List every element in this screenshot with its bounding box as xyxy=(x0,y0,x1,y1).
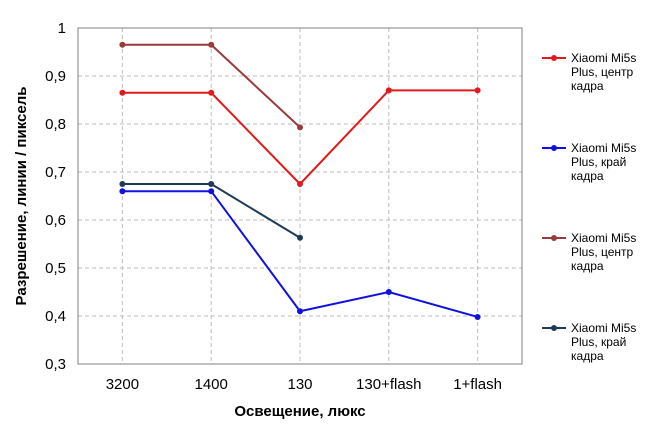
data-point xyxy=(474,313,481,320)
data-point xyxy=(208,89,215,96)
legend-marker xyxy=(551,55,557,61)
y-tick-label: 0,3 xyxy=(45,356,66,373)
data-point xyxy=(297,181,303,187)
data-point xyxy=(297,124,303,131)
y-tick-label: 0,9 xyxy=(45,68,66,85)
legend-label: кадра xyxy=(571,259,604,273)
series-2 xyxy=(119,188,481,320)
legend-label: Plus, край xyxy=(571,335,626,349)
y-axis-title: Разрешение, линии / пиксель xyxy=(13,87,30,306)
data-point xyxy=(297,234,303,241)
data-point xyxy=(385,87,392,94)
legend-label: Plus, центр xyxy=(571,245,634,259)
x-tick-label: 130 xyxy=(287,376,312,393)
plot-area xyxy=(77,27,523,365)
data-point xyxy=(208,188,215,195)
legend-label: Plus, край xyxy=(571,155,626,169)
y-tick-label: 0,7 xyxy=(45,164,66,181)
legend-label: Xiaomi Mi5s xyxy=(571,231,636,245)
legend-marker xyxy=(551,235,557,241)
y-tick-label: 1 xyxy=(58,20,66,37)
series-group xyxy=(119,41,481,320)
y-tick-label: 0,8 xyxy=(45,116,66,133)
y-axis-ticks: 0,3 0,4 0,5 0,6 0,7 0,8 0,9 1 xyxy=(45,20,66,373)
data-point xyxy=(119,89,126,96)
legend-label: кадра xyxy=(571,349,604,363)
legend-label: Xiaomi Mi5s xyxy=(571,51,636,65)
data-point xyxy=(119,188,126,195)
data-point xyxy=(474,87,481,94)
data-point xyxy=(297,308,303,315)
legend-label: кадра xyxy=(571,169,604,183)
series-1 xyxy=(119,87,481,187)
legend-label: Xiaomi Mi5s xyxy=(571,321,636,335)
x-axis-title: Освещение, люкс xyxy=(234,403,365,420)
y-tick-label: 0,6 xyxy=(45,212,66,229)
grid xyxy=(78,28,522,364)
data-point xyxy=(119,41,126,48)
x-tick-label: 3200 xyxy=(106,376,139,393)
legend-marker xyxy=(551,325,557,331)
x-tick-label: 130+flash xyxy=(356,376,421,393)
x-tick-label: 1+flash xyxy=(453,376,502,393)
y-tick-label: 0,5 xyxy=(45,260,66,277)
data-point xyxy=(208,41,215,48)
y-tick-label: 0,4 xyxy=(45,308,66,325)
x-axis-ticks: 3200 1400 130 130+flash 1+flash xyxy=(106,376,502,393)
series-3 xyxy=(119,41,303,131)
legend-label: Plus, центр xyxy=(571,65,634,79)
x-tick-label: 1400 xyxy=(195,376,228,393)
data-point xyxy=(385,289,392,295)
legend-label: Xiaomi Mi5s xyxy=(571,141,636,155)
data-point xyxy=(119,181,126,187)
series-4 xyxy=(119,181,303,241)
legend-marker xyxy=(551,145,557,151)
data-point xyxy=(208,181,215,187)
legend-label: кадра xyxy=(571,79,604,93)
